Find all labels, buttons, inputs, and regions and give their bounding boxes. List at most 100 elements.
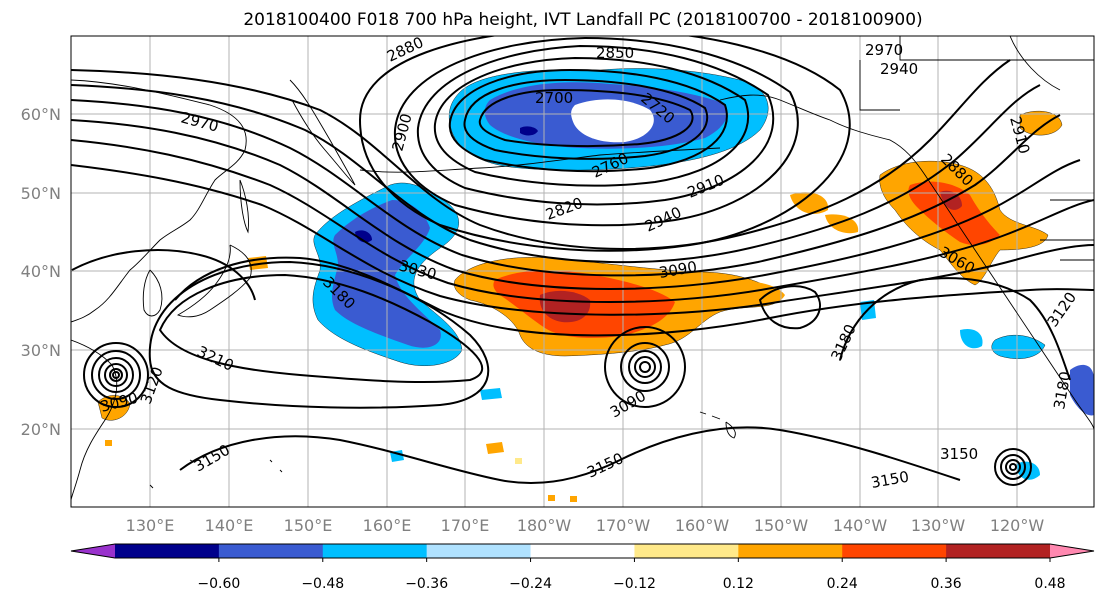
height-contours bbox=[71, 36, 1094, 486]
coast-japan bbox=[176, 244, 252, 318]
colorbar-segment bbox=[322, 544, 428, 558]
typhoon-west-contours bbox=[83, 342, 149, 408]
contour-label: 2700 bbox=[535, 89, 573, 107]
longitude-labels: 130°E 140°E 150°E 160°E 170°E 180°W 170°… bbox=[126, 516, 1045, 535]
negative-region-baja bbox=[1070, 364, 1094, 416]
coast-sakhalin bbox=[239, 179, 249, 234]
positive-region-east-pacific bbox=[790, 192, 829, 214]
colorbar-segment bbox=[218, 544, 324, 558]
contour-3180-east bbox=[839, 277, 1071, 381]
positive-region-alaska-inner bbox=[908, 181, 1000, 246]
contour-3120 bbox=[158, 273, 484, 384]
contour-2940 bbox=[71, 84, 1041, 264]
positive-small-5 bbox=[570, 496, 577, 502]
contour-2910 bbox=[71, 59, 1011, 250]
colorbar-tick-label: 0.24 bbox=[827, 576, 858, 592]
coast-kamchatka bbox=[289, 79, 356, 186]
contour-2700 bbox=[478, 88, 694, 148]
contour-3030 bbox=[71, 139, 1094, 303]
map-panel: 2880 2850 2970 2940 2910 2970 2700 2720 … bbox=[70, 35, 1095, 508]
positive-small-2 bbox=[486, 442, 504, 454]
lon-label: 120°W bbox=[990, 516, 1045, 535]
colorbar-extend-min bbox=[71, 544, 115, 558]
graticule bbox=[71, 36, 1094, 507]
colorbar-tick-label: 0.48 bbox=[1034, 576, 1065, 592]
contour-2970 bbox=[71, 99, 1061, 277]
lon-label: 150°E bbox=[284, 516, 333, 535]
contour-3180-ridge bbox=[758, 285, 821, 330]
contour-3150 bbox=[148, 260, 490, 409]
lon-label: 150°W bbox=[754, 516, 809, 535]
lat-label: 50°N bbox=[21, 184, 61, 203]
negative-gulf-hole bbox=[571, 99, 654, 143]
lat-label: 40°N bbox=[21, 262, 61, 281]
positive-small-4 bbox=[548, 495, 555, 501]
colorbar-outline bbox=[70, 543, 1095, 559]
colorbar-segment bbox=[738, 544, 843, 558]
positive-small-6 bbox=[105, 440, 112, 446]
positive-region-northwest-canada bbox=[1019, 110, 1063, 136]
colorbar-ticks: −0.60 −0.48 −0.36 −0.24 −0.12 0.12 0.24 0.36 0.4… bbox=[197, 558, 1066, 592]
coast-west-north-america bbox=[984, 264, 1094, 431]
colorbar: −0.60 −0.48 −0.36 −0.24 −0.12 0.12 0.24 0.36 0.4… bbox=[70, 543, 1095, 592]
coast-korea bbox=[142, 269, 163, 317]
colorbar-tick-label: −0.24 bbox=[509, 576, 552, 592]
contour-3180-west bbox=[71, 249, 256, 301]
colorbar-segment bbox=[426, 544, 532, 558]
latitude-labels: 60°N 50°N 40°N 30°N 20°N bbox=[21, 105, 61, 439]
colorbar-tick-label: −0.12 bbox=[613, 576, 656, 592]
lat-label: 30°N bbox=[21, 341, 61, 360]
contour-2790 bbox=[433, 56, 750, 187]
coast-china bbox=[71, 339, 118, 501]
coast-canada-interior bbox=[859, 36, 1094, 261]
colorbar-tick-label: −0.48 bbox=[301, 576, 344, 592]
hurricane-east-contours bbox=[994, 448, 1032, 486]
coastlines bbox=[71, 36, 1094, 501]
lon-label: 130°W bbox=[911, 516, 966, 535]
contour-3060 bbox=[71, 164, 1094, 316]
lon-label: 140°W bbox=[833, 516, 888, 535]
contour-2820 bbox=[416, 44, 775, 206]
colorbar-segment bbox=[530, 544, 635, 558]
map-title: 2018100400 F018 700 hPa height, IVT Land… bbox=[243, 10, 922, 30]
positive-small-3 bbox=[515, 458, 522, 464]
lon-label: 170°E bbox=[441, 516, 490, 535]
coast-asia-northeast bbox=[71, 79, 247, 323]
negative-gulf-core bbox=[520, 126, 538, 136]
contour-label: 3150 bbox=[940, 445, 978, 463]
lon-label: 140°E bbox=[205, 516, 254, 535]
contour-2730 bbox=[463, 78, 709, 160]
lon-label: 170°W bbox=[596, 516, 651, 535]
lon-label: 180°W bbox=[517, 516, 572, 535]
islands-micronesia bbox=[149, 459, 283, 489]
contour-2850 bbox=[393, 36, 799, 227]
colorbar-tick-label: −0.36 bbox=[405, 576, 448, 592]
colorbar-segment bbox=[634, 544, 739, 558]
contour-label: 2940 bbox=[880, 60, 918, 78]
colorbar-segment bbox=[946, 544, 1051, 558]
lon-label: 160°W bbox=[675, 516, 730, 535]
negative-small-1 bbox=[480, 388, 502, 400]
contour-label: 2850 bbox=[596, 44, 634, 62]
lat-label: 60°N bbox=[21, 105, 61, 124]
contour-label: 2970 bbox=[865, 41, 903, 59]
contour-3150-south bbox=[179, 426, 961, 485]
negative-region-west-coast bbox=[960, 328, 983, 349]
negative-pacific-core bbox=[355, 230, 372, 243]
coast-alaska bbox=[719, 94, 986, 266]
contour-3000 bbox=[71, 119, 1081, 290]
colorbar-segment bbox=[842, 544, 947, 558]
low-central-contours bbox=[604, 326, 686, 408]
contour-3090 bbox=[174, 256, 1094, 337]
colorbar-extend-max bbox=[1050, 544, 1094, 558]
colorbar-tick-label: −0.60 bbox=[197, 576, 240, 592]
contour-2760 bbox=[448, 68, 728, 173]
colorbar-segment bbox=[115, 544, 220, 558]
colorbar-tick-label: 0.12 bbox=[723, 576, 754, 592]
coast-aleutians bbox=[359, 147, 721, 173]
lon-label: 130°E bbox=[126, 516, 175, 535]
colorbar-tick-label: 0.36 bbox=[931, 576, 962, 592]
colorbar-segments bbox=[71, 544, 1094, 558]
negative-region-east-pacific bbox=[991, 334, 1046, 359]
